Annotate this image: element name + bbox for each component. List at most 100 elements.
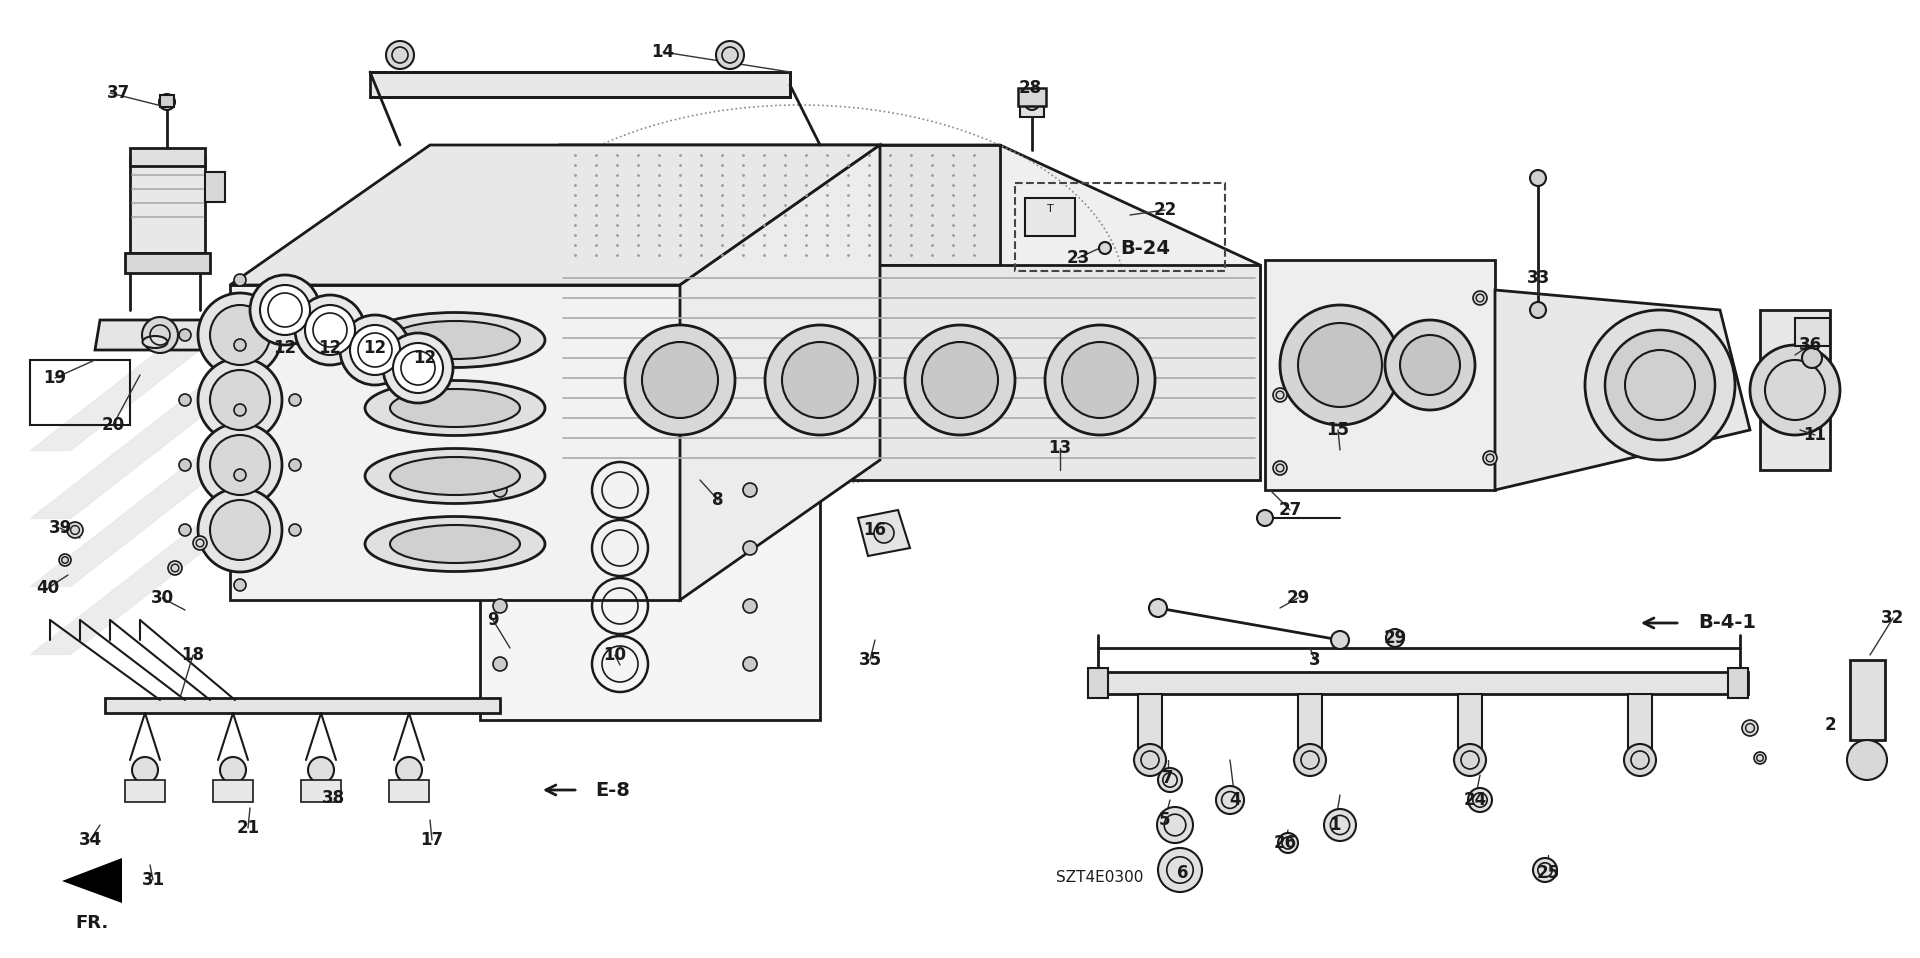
Circle shape	[1624, 744, 1655, 776]
Circle shape	[1298, 323, 1382, 407]
Circle shape	[1586, 310, 1736, 460]
Circle shape	[743, 541, 756, 555]
Circle shape	[1158, 768, 1183, 792]
Circle shape	[1530, 170, 1546, 186]
Circle shape	[781, 342, 858, 418]
Text: 23: 23	[1066, 249, 1091, 267]
Circle shape	[1062, 342, 1139, 418]
Circle shape	[198, 358, 282, 442]
Circle shape	[234, 339, 246, 351]
Circle shape	[904, 325, 1016, 435]
Circle shape	[209, 500, 271, 560]
Circle shape	[743, 483, 756, 497]
Circle shape	[234, 579, 246, 591]
Bar	[131, 148, 205, 166]
Text: 19: 19	[44, 369, 67, 387]
Circle shape	[1325, 809, 1356, 841]
Circle shape	[1148, 599, 1167, 617]
Polygon shape	[561, 265, 1260, 480]
Text: SZT4E0300: SZT4E0300	[1056, 871, 1144, 885]
Circle shape	[743, 599, 756, 613]
Text: 16: 16	[864, 521, 887, 539]
Circle shape	[290, 394, 301, 406]
Text: 12: 12	[273, 339, 296, 357]
Bar	[301, 780, 342, 802]
Circle shape	[234, 384, 246, 396]
Circle shape	[1755, 752, 1766, 764]
Text: 10: 10	[603, 646, 626, 664]
Ellipse shape	[390, 321, 520, 359]
Text: FR.: FR.	[75, 914, 109, 932]
Text: 27: 27	[1279, 501, 1302, 519]
Bar	[1089, 668, 1108, 698]
Circle shape	[1532, 858, 1557, 882]
Text: 25: 25	[1536, 864, 1559, 882]
Circle shape	[290, 524, 301, 536]
Bar	[1795, 318, 1830, 346]
Bar	[205, 172, 225, 202]
Polygon shape	[858, 510, 910, 556]
Bar	[131, 158, 205, 253]
Circle shape	[60, 554, 71, 566]
Text: 36: 36	[1799, 336, 1822, 354]
Text: 35: 35	[858, 651, 881, 669]
Text: 26: 26	[1273, 834, 1296, 852]
Circle shape	[1530, 302, 1546, 318]
Text: 3: 3	[1309, 651, 1321, 669]
Circle shape	[307, 757, 334, 783]
Text: 37: 37	[106, 84, 131, 102]
Circle shape	[1749, 345, 1839, 435]
Text: 33: 33	[1526, 269, 1549, 287]
Bar	[1020, 103, 1044, 117]
Circle shape	[340, 315, 411, 385]
Text: 20: 20	[102, 416, 125, 434]
Circle shape	[234, 469, 246, 481]
Bar	[1016, 183, 1225, 271]
Circle shape	[1453, 744, 1486, 776]
Circle shape	[259, 285, 309, 335]
Circle shape	[1135, 744, 1165, 776]
Polygon shape	[94, 320, 215, 350]
Text: 12: 12	[319, 339, 342, 357]
Text: 14: 14	[651, 43, 674, 61]
Circle shape	[194, 536, 207, 550]
Polygon shape	[680, 145, 879, 600]
Bar	[125, 253, 209, 273]
Circle shape	[1158, 807, 1192, 843]
Ellipse shape	[365, 312, 545, 368]
Circle shape	[386, 41, 415, 69]
Text: T: T	[1046, 204, 1054, 214]
Circle shape	[1605, 330, 1715, 440]
Bar	[1018, 88, 1046, 106]
Bar	[125, 780, 165, 802]
Text: 32: 32	[1882, 609, 1905, 627]
Circle shape	[1847, 740, 1887, 780]
Circle shape	[209, 370, 271, 430]
Polygon shape	[1496, 290, 1749, 490]
Circle shape	[67, 522, 83, 538]
Circle shape	[493, 657, 507, 671]
Circle shape	[1158, 848, 1202, 892]
Text: 28: 28	[1018, 79, 1041, 97]
Ellipse shape	[142, 336, 167, 348]
Bar	[1089, 672, 1747, 694]
Circle shape	[641, 342, 718, 418]
Text: 8: 8	[712, 491, 724, 509]
Ellipse shape	[390, 389, 520, 427]
Polygon shape	[230, 285, 680, 600]
Circle shape	[1331, 631, 1350, 649]
Circle shape	[394, 343, 444, 393]
Text: 6: 6	[1177, 864, 1188, 882]
Circle shape	[874, 523, 895, 543]
Circle shape	[1400, 335, 1459, 395]
Circle shape	[209, 435, 271, 495]
Text: B-4-1: B-4-1	[1697, 613, 1757, 632]
Circle shape	[296, 295, 365, 365]
Text: 4: 4	[1229, 791, 1240, 809]
Circle shape	[764, 325, 876, 435]
Bar	[1139, 694, 1162, 749]
Bar	[1298, 694, 1323, 749]
Text: B-24: B-24	[1119, 239, 1169, 258]
Circle shape	[382, 333, 453, 403]
Circle shape	[1384, 320, 1475, 410]
